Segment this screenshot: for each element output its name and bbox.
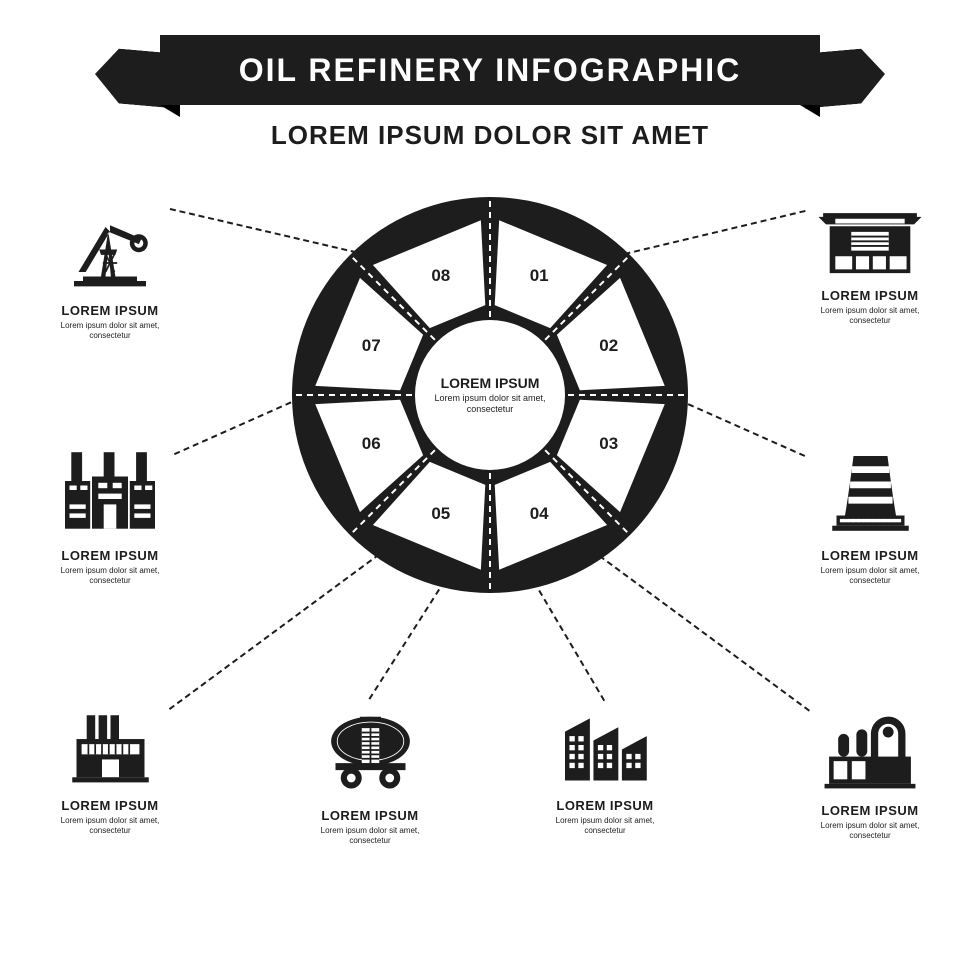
cooling-tower-icon: [828, 445, 913, 540]
item-desc: Lorem ipsum dolor sit amet, consectetur: [535, 816, 675, 837]
item-warehouse: LOREM IPSUM Lorem ipsum dolor sit amet, c…: [800, 200, 940, 327]
buildings-icon: [560, 705, 650, 790]
item-title: LOREM IPSUM: [40, 798, 180, 813]
segment-label-03: 03: [599, 434, 618, 454]
item-title: LOREM IPSUM: [40, 303, 180, 318]
segment-label-04: 04: [530, 504, 549, 524]
wheel-center: LOREM IPSUM Lorem ipsum dolor sit amet, …: [420, 375, 560, 415]
segment-label-07: 07: [362, 336, 381, 356]
item-pumpjack: LOREM IPSUM Lorem ipsum dolor sit amet, c…: [40, 200, 180, 342]
item-desc: Lorem ipsum dolor sit amet, consectetur: [40, 566, 180, 587]
center-title: LOREM IPSUM: [420, 375, 560, 391]
connector-5: [368, 589, 440, 700]
item-tanker: LOREM IPSUM Lorem ipsum dolor sit amet, c…: [300, 705, 440, 847]
segment-label-08: 08: [431, 266, 450, 286]
segment-label-06: 06: [362, 434, 381, 454]
item-title: LOREM IPSUM: [300, 808, 440, 823]
segment-label-01: 01: [530, 266, 549, 286]
refinery-icon: [60, 445, 160, 540]
small-factory-icon: [68, 705, 153, 790]
item-title: LOREM IPSUM: [800, 288, 940, 303]
connector-4: [538, 590, 605, 701]
item-title: LOREM IPSUM: [535, 798, 675, 813]
item-refinery: LOREM IPSUM Lorem ipsum dolor sit amet, c…: [40, 445, 180, 587]
tanker-icon: [318, 705, 423, 800]
warehouse-icon: [815, 200, 925, 280]
item-desc: Lorem ipsum dolor sit amet, consectetur: [40, 321, 180, 342]
item-cooling-tower: LOREM IPSUM Lorem ipsum dolor sit amet, c…: [800, 445, 940, 587]
ribbon-fold-left: [160, 105, 180, 117]
item-desc: Lorem ipsum dolor sit amet, consectetur: [40, 816, 180, 837]
item-title: LOREM IPSUM: [40, 548, 180, 563]
center-desc: Lorem ipsum dolor sit amet, consectetur: [420, 393, 560, 415]
item-desc: Lorem ipsum dolor sit amet, consectetur: [300, 826, 440, 847]
pipes-plant-icon: [820, 705, 920, 795]
subtitle: LOREM IPSUM DOLOR SIT AMET: [0, 120, 980, 151]
item-desc: Lorem ipsum dolor sit amet, consectetur: [800, 821, 940, 842]
segment-wheel: 01 02 03 04 05 06 07 08 LOREM IPSUM Lorem ipsum…: [290, 195, 690, 595]
item-desc: Lorem ipsum dolor sit amet, consectetur: [800, 566, 940, 587]
item-title: LOREM IPSUM: [800, 803, 940, 818]
segment-label-02: 02: [599, 336, 618, 356]
item-pipes-plant: LOREM IPSUM Lorem ipsum dolor sit amet, c…: [800, 705, 940, 842]
pumpjack-icon: [65, 200, 155, 295]
main-title: OIL REFINERY INFOGRAPHIC: [239, 52, 742, 89]
title-banner: OIL REFINERY INFOGRAPHIC: [160, 35, 820, 105]
item-small-factory: LOREM IPSUM Lorem ipsum dolor sit amet, c…: [40, 705, 180, 837]
item-title: LOREM IPSUM: [800, 548, 940, 563]
ribbon-fold-right: [800, 105, 820, 117]
item-desc: Lorem ipsum dolor sit amet, consectetur: [800, 306, 940, 327]
segment-label-05: 05: [431, 504, 450, 524]
item-buildings: LOREM IPSUM Lorem ipsum dolor sit amet, c…: [535, 705, 675, 837]
